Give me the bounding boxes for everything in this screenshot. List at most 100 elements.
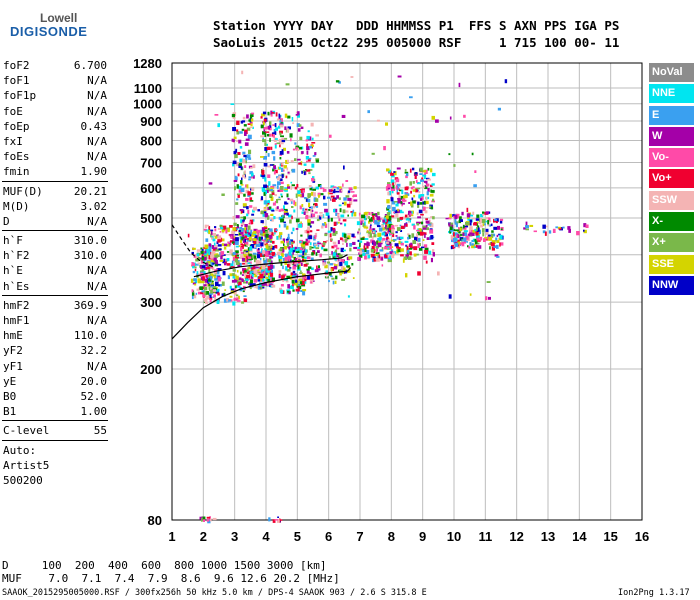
param-row: foE N/A xyxy=(2,104,108,119)
param-name: Auto: xyxy=(3,443,37,457)
echo-point xyxy=(339,254,343,258)
echo-point xyxy=(313,244,316,249)
echo-point xyxy=(450,235,454,240)
echo-point xyxy=(337,186,342,189)
echo-point xyxy=(280,181,284,185)
echo-point xyxy=(371,236,374,239)
echo-point xyxy=(449,222,453,227)
echo-point xyxy=(270,272,274,277)
echo-point xyxy=(314,203,318,207)
echo-point xyxy=(283,205,285,210)
echo-point xyxy=(328,280,330,283)
echo-point xyxy=(278,224,281,228)
echo-point xyxy=(264,133,267,137)
echo-point xyxy=(375,252,380,255)
echo-point xyxy=(416,212,419,216)
echo-point xyxy=(493,226,498,230)
echo-point xyxy=(449,116,452,120)
echo-point xyxy=(206,516,211,519)
echo-point xyxy=(261,169,265,174)
echo-point xyxy=(407,213,410,218)
echo-point xyxy=(262,273,267,277)
echo-point xyxy=(203,266,208,270)
echo-point xyxy=(250,244,255,249)
echo-point xyxy=(404,169,407,172)
echo-point xyxy=(248,157,252,160)
echo-point xyxy=(271,284,276,288)
echo-point xyxy=(419,173,423,175)
echo-point xyxy=(211,236,215,240)
echo-point xyxy=(585,224,589,228)
echo-point xyxy=(365,250,370,255)
echo-point xyxy=(405,224,408,227)
echo-point xyxy=(262,213,265,217)
echo-point xyxy=(322,260,327,264)
echo-point xyxy=(478,229,481,235)
echo-point xyxy=(310,122,314,127)
echo-point xyxy=(462,232,465,236)
echo-point xyxy=(240,232,243,235)
echo-point xyxy=(264,264,267,268)
echo-point xyxy=(420,196,424,200)
echo-point xyxy=(420,198,423,201)
echo-point xyxy=(308,235,313,240)
echo-point xyxy=(430,257,433,263)
echo-point xyxy=(360,220,362,223)
echo-point xyxy=(331,277,335,280)
echo-point xyxy=(243,238,247,243)
echo-point xyxy=(424,247,429,252)
param-name: yF1 xyxy=(3,359,23,373)
echo-point xyxy=(473,246,477,248)
echo-point xyxy=(567,226,571,230)
echo-point xyxy=(455,224,458,228)
echo-point xyxy=(197,280,202,284)
echo-point xyxy=(302,189,305,193)
echo-point xyxy=(203,271,206,274)
echo-point xyxy=(373,241,377,246)
echo-point xyxy=(409,96,413,99)
echo-point xyxy=(234,288,237,292)
echo-point xyxy=(287,255,291,260)
echo-point xyxy=(373,257,377,262)
echo-point xyxy=(306,256,311,260)
echo-point xyxy=(384,214,389,216)
echo-point xyxy=(279,123,284,126)
echo-point xyxy=(542,224,546,229)
param-name: fmin xyxy=(3,165,30,179)
echo-point xyxy=(475,231,479,236)
echo-point xyxy=(468,246,471,249)
echo-point xyxy=(307,275,310,280)
echo-point xyxy=(469,232,473,235)
echo-point xyxy=(393,171,396,173)
echo-point xyxy=(260,210,264,215)
echo-point xyxy=(269,263,273,266)
echo-point xyxy=(353,211,357,217)
echo-point xyxy=(411,246,415,249)
echo-point xyxy=(223,298,227,303)
echo-point xyxy=(471,217,476,220)
echo-point xyxy=(233,243,235,245)
echo-point xyxy=(313,205,315,209)
echo-point xyxy=(466,213,471,218)
echo-point xyxy=(278,138,282,143)
echo-point xyxy=(454,214,458,220)
echo-point xyxy=(265,190,267,195)
echo-point xyxy=(293,200,296,205)
echo-point xyxy=(387,258,390,263)
param-value: N/A xyxy=(87,134,107,148)
echo-point xyxy=(284,201,287,205)
echo-point xyxy=(315,186,319,190)
echo-point xyxy=(396,236,399,240)
echo-point xyxy=(311,252,314,256)
echo-point xyxy=(424,210,428,214)
echo-point xyxy=(289,240,292,245)
echo-point xyxy=(253,230,257,234)
echo-point xyxy=(242,116,246,120)
echo-point xyxy=(300,221,302,224)
echo-point xyxy=(286,275,291,279)
echo-point xyxy=(293,264,297,268)
echo-point xyxy=(461,241,465,247)
echo-point xyxy=(262,139,267,143)
echo-point xyxy=(488,234,491,237)
echo-point xyxy=(454,232,458,236)
